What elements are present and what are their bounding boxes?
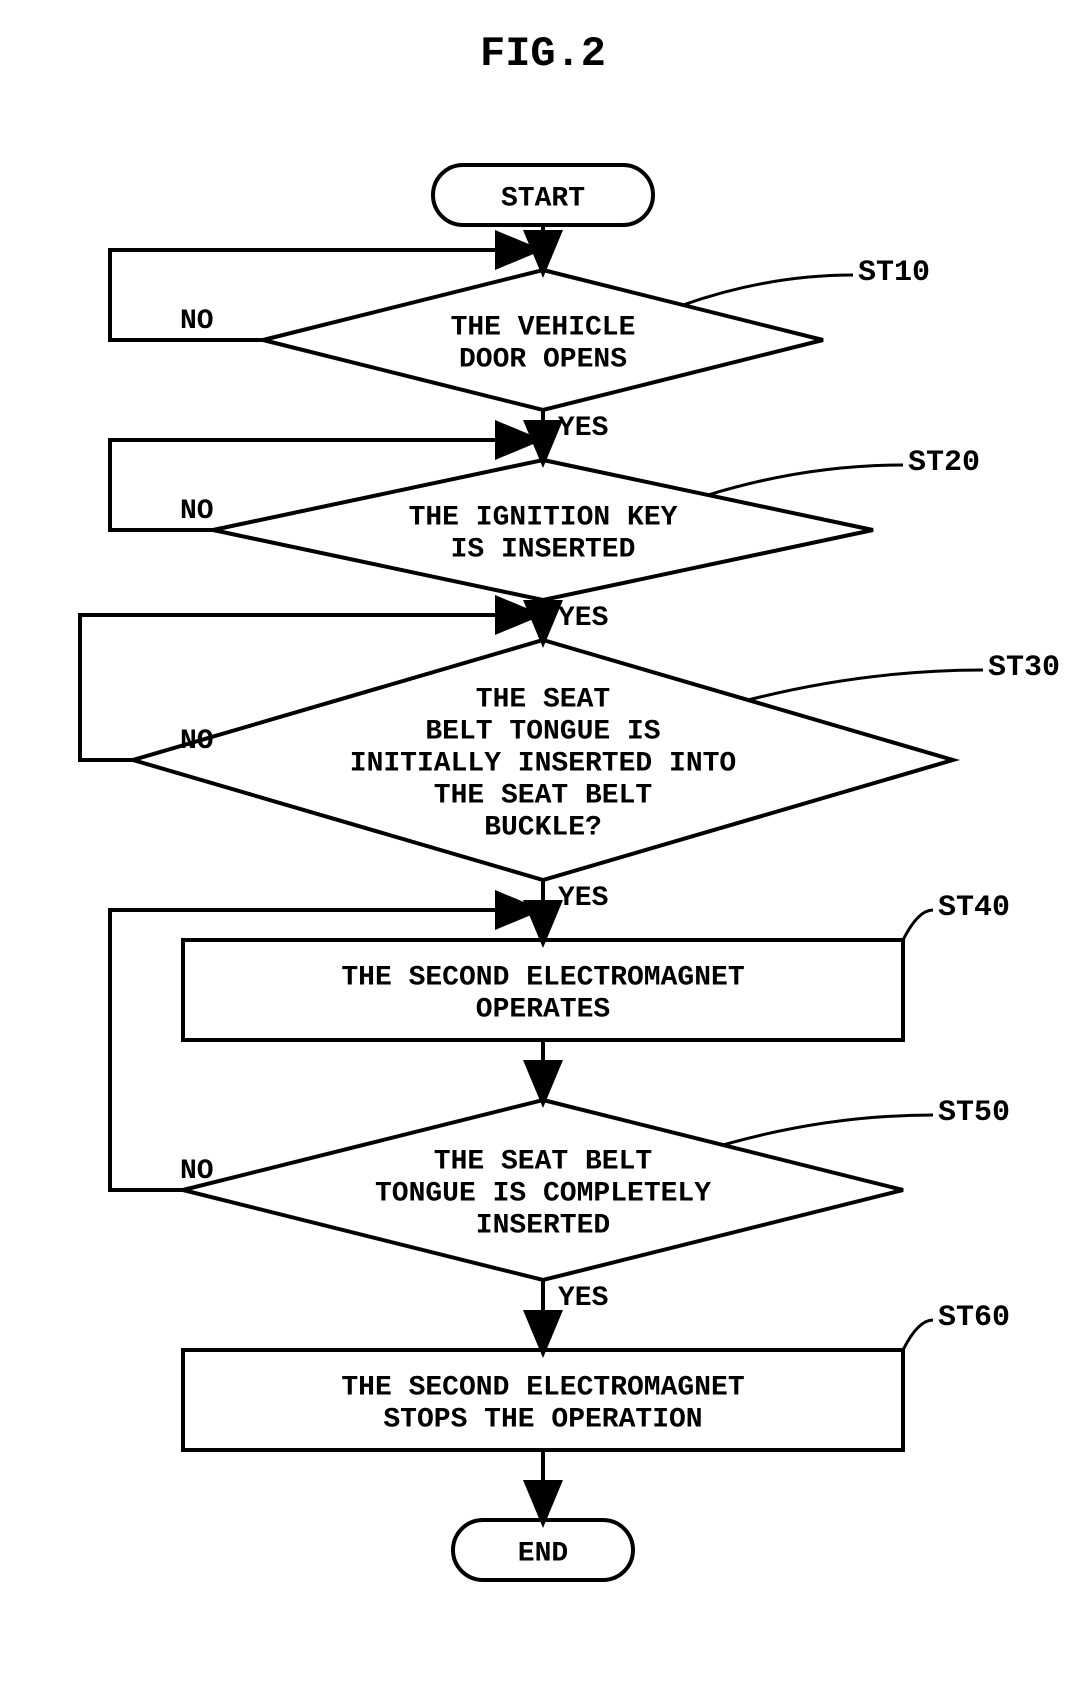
process-label-line: THE SECOND ELECTROMAGNET	[341, 1372, 744, 1403]
edge-label-no: NO	[180, 306, 214, 337]
step-label: ST20	[908, 446, 980, 480]
edge-label-yes: YES	[558, 883, 608, 914]
edge-label-yes: YES	[558, 413, 608, 444]
edge-label-yes: YES	[558, 1283, 608, 1314]
edge-label-no: NO	[180, 496, 214, 527]
step-label: ST30	[988, 651, 1060, 685]
decision-label-line: INSERTED	[476, 1210, 610, 1241]
step-label: ST10	[858, 256, 930, 290]
figure-title: FIG.2	[480, 30, 606, 78]
terminal-label: START	[501, 183, 585, 214]
decision-label-line: TONGUE IS COMPLETELY	[375, 1178, 711, 1209]
step-callout	[903, 910, 933, 940]
step-callout	[723, 1115, 933, 1145]
decision-label-line: BUCKLE?	[484, 812, 602, 843]
edge-label-no: NO	[180, 1156, 214, 1187]
decision-label-line: THE VEHICLE	[451, 312, 636, 343]
decision-label-line: IS INSERTED	[451, 534, 636, 565]
step-label: ST50	[938, 1096, 1010, 1130]
process-label-line: THE SECOND ELECTROMAGNET	[341, 962, 744, 993]
step-callout	[683, 275, 853, 305]
flowchart-container: START THE VEHICLEDOOR OPENS ST10 THE IGNITI…	[0, 150, 1086, 1687]
decision-label-line: INITIALLY INSERTED INTO	[350, 748, 736, 779]
decision-label-line: DOOR OPENS	[459, 344, 627, 375]
edge-label-yes: YES	[558, 603, 608, 634]
step-callout	[903, 1320, 933, 1350]
flowchart-svg: START THE VEHICLEDOOR OPENS ST10 THE IGNITI…	[0, 150, 1086, 1687]
step-label: ST60	[938, 1301, 1010, 1335]
decision-label-line: THE SEAT BELT	[434, 1146, 652, 1177]
decision-label-line: THE SEAT BELT	[434, 780, 652, 811]
process-label-line: STOPS THE OPERATION	[383, 1404, 702, 1435]
decision-label-line: THE SEAT	[476, 684, 610, 715]
decision-label-line: THE IGNITION KEY	[409, 502, 678, 533]
decision-label-line: BELT TONGUE IS	[425, 716, 660, 747]
edge-label-no: NO	[180, 726, 214, 757]
step-label: ST40	[938, 891, 1010, 925]
step-callout	[748, 670, 983, 700]
step-callout	[708, 465, 903, 495]
process-label-line: OPERATES	[476, 994, 610, 1025]
terminal-label: END	[518, 1538, 568, 1569]
